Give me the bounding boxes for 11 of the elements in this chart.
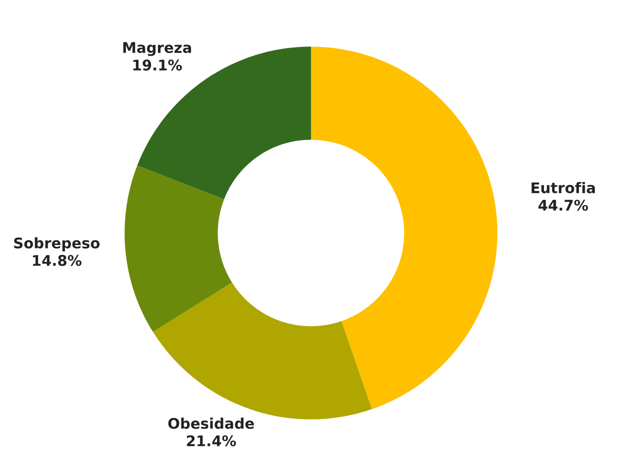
data-label: 19.1% xyxy=(133,60,182,71)
slice-label: Magreza xyxy=(123,42,192,56)
slice-label: Obesidade xyxy=(168,418,254,429)
data-label: 14.8% xyxy=(33,254,82,266)
donut-slice xyxy=(152,282,372,420)
data-label: 44.7% xyxy=(538,200,588,211)
slice-label: Sobrepeso xyxy=(14,237,100,252)
slice-label: Eutrofia xyxy=(532,182,595,194)
donut-slice xyxy=(311,46,498,410)
data-label: 21.4% xyxy=(186,435,236,446)
donut-slice xyxy=(124,165,232,332)
